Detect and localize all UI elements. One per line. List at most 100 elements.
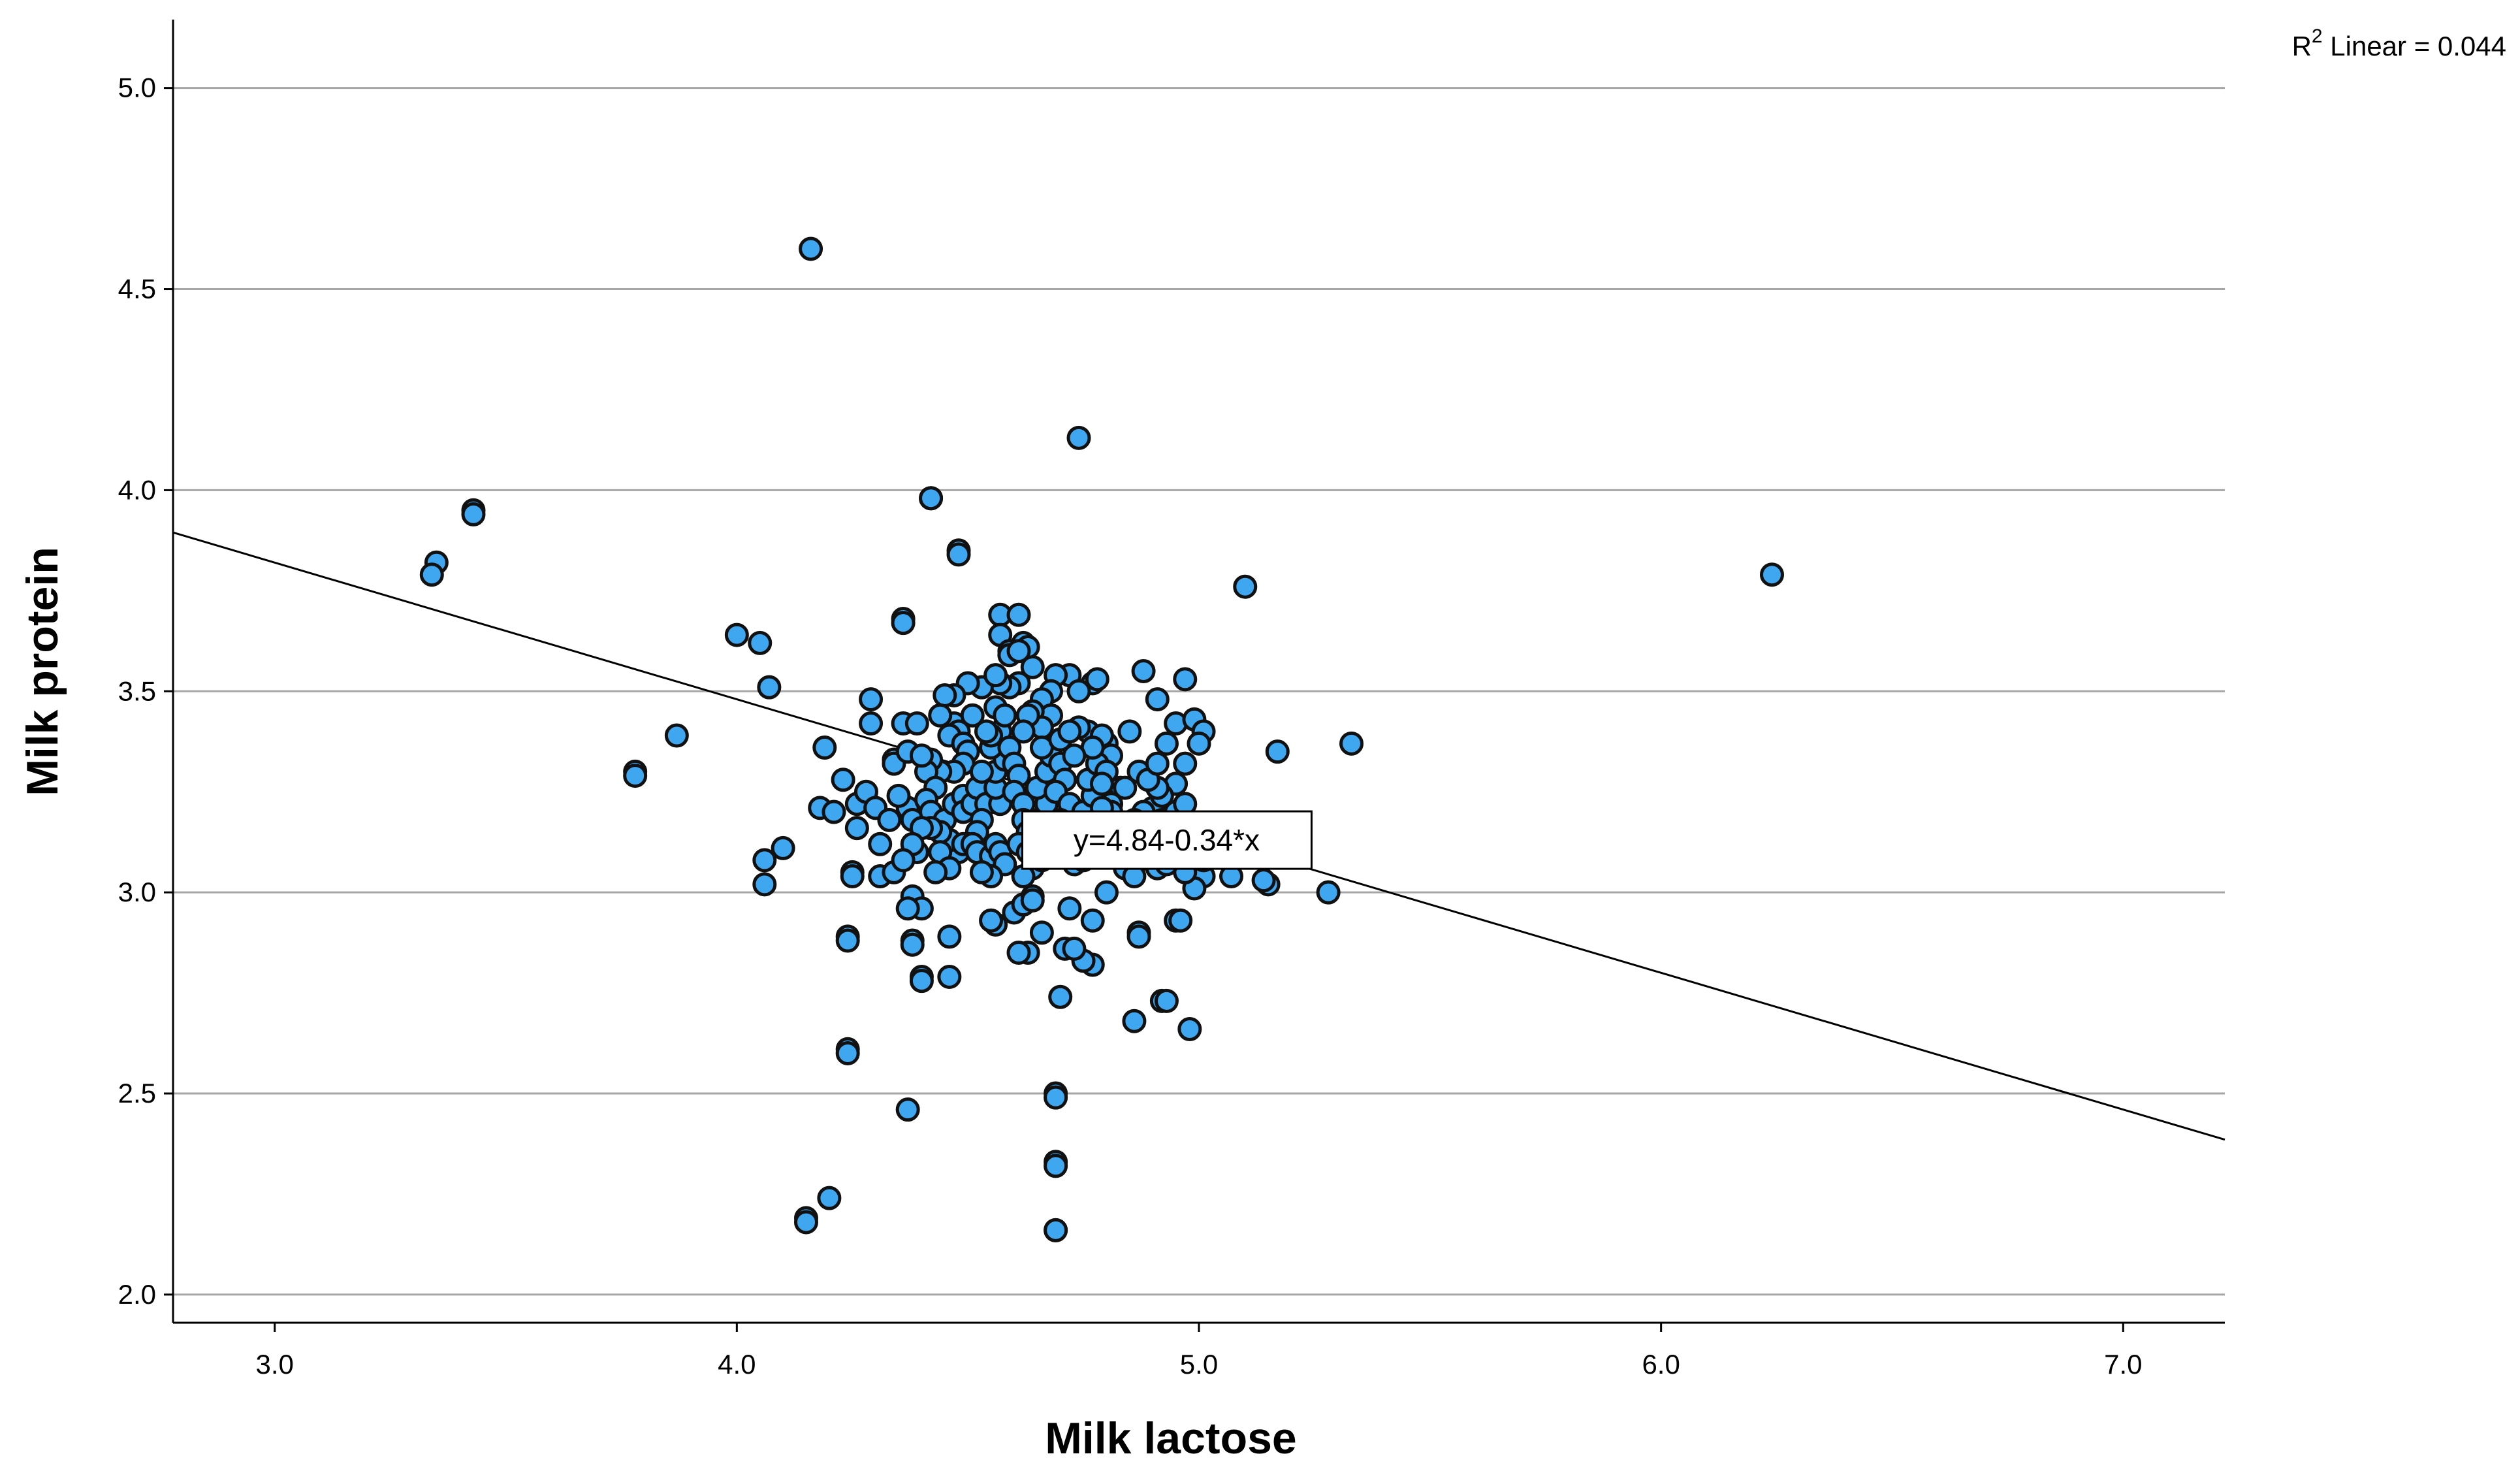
data-point xyxy=(840,864,865,889)
data-point xyxy=(895,1097,920,1122)
y-tick-label: 3.0 xyxy=(118,877,156,907)
data-point xyxy=(933,683,957,707)
x-axis-title: Milk lactose xyxy=(1045,1414,1297,1463)
data-point xyxy=(748,630,773,655)
data-point xyxy=(1233,574,1258,599)
data-point xyxy=(909,743,934,768)
y-tick-label: 3.5 xyxy=(118,675,156,706)
data-point xyxy=(1759,562,1784,587)
x-tick-label: 6.0 xyxy=(1642,1349,1680,1380)
data-point xyxy=(1265,739,1290,764)
points-layer xyxy=(419,236,1784,1242)
r-squared-value: Linear = 0.044 xyxy=(2323,31,2506,61)
data-point xyxy=(1154,731,1179,756)
grid-layer xyxy=(173,87,2225,1296)
data-point xyxy=(904,711,929,736)
data-point xyxy=(1177,1017,1202,1042)
data-point xyxy=(1113,775,1138,800)
data-point xyxy=(835,1041,860,1065)
data-point xyxy=(664,723,689,748)
data-point xyxy=(983,663,1008,688)
data-point xyxy=(1145,751,1170,776)
data-point xyxy=(1044,1154,1068,1178)
data-point xyxy=(1062,743,1087,768)
data-point xyxy=(1044,1085,1068,1110)
data-point xyxy=(831,768,855,792)
r-squared-label: R2 Linear = 0.044 xyxy=(2292,25,2506,61)
data-point xyxy=(1057,719,1082,744)
data-point xyxy=(835,928,860,953)
data-point xyxy=(868,832,893,856)
data-point xyxy=(1145,687,1170,712)
data-point xyxy=(771,835,795,860)
data-point xyxy=(1131,659,1156,683)
equation-label: y=4.84-0.34*x xyxy=(1021,810,1313,870)
data-point xyxy=(1066,425,1091,450)
data-point xyxy=(757,675,782,700)
data-point xyxy=(1122,1009,1147,1033)
axis-layer xyxy=(164,20,2225,1332)
data-point xyxy=(1085,667,1109,692)
data-point xyxy=(979,908,1004,933)
data-point xyxy=(844,816,869,841)
data-point xyxy=(1044,1218,1068,1242)
x-tick-label: 4.0 xyxy=(718,1349,756,1380)
data-point xyxy=(1316,880,1341,905)
data-point xyxy=(799,236,823,261)
data-point xyxy=(1020,888,1045,913)
data-point xyxy=(461,502,486,526)
data-point xyxy=(793,1210,818,1235)
r-squared-superscript: 2 xyxy=(2312,25,2323,47)
x-tick-label: 5.0 xyxy=(1180,1349,1218,1380)
data-point xyxy=(859,687,884,712)
data-point xyxy=(1173,751,1198,776)
data-point xyxy=(969,759,994,784)
data-point xyxy=(1066,679,1091,703)
data-point xyxy=(812,735,837,760)
x-tick-label: 7.0 xyxy=(2104,1349,2142,1380)
data-point xyxy=(886,783,911,808)
data-point xyxy=(1029,920,1054,945)
data-point xyxy=(900,932,925,957)
data-point xyxy=(419,562,444,587)
y-tick-label: 2.5 xyxy=(118,1078,156,1108)
data-point xyxy=(1089,771,1114,796)
data-point xyxy=(974,719,998,744)
y-tick-label: 5.0 xyxy=(118,73,156,103)
data-point xyxy=(817,1186,842,1210)
data-point xyxy=(1080,908,1105,933)
data-point xyxy=(909,969,934,994)
data-point xyxy=(1062,936,1087,961)
data-point xyxy=(891,611,916,636)
data-point xyxy=(1339,731,1364,756)
x-tick-label: 3.0 xyxy=(255,1349,293,1380)
data-point xyxy=(1251,868,1276,893)
data-point xyxy=(923,860,948,884)
data-point xyxy=(877,807,902,832)
data-point xyxy=(752,872,777,897)
data-point xyxy=(1126,924,1151,949)
data-point xyxy=(1173,667,1198,692)
y-axis-title: Milk protein xyxy=(18,547,67,796)
data-point xyxy=(1154,988,1179,1013)
r-squared-prefix: R xyxy=(2292,31,2312,61)
label-layer: 2.0 2.5 3.0 3.5 4.0 4.5 5.0 3.0 4.0 5.0 6.0 7.0 xyxy=(118,73,2143,1380)
data-point xyxy=(1048,984,1073,1009)
y-tick-label: 4.0 xyxy=(118,474,156,505)
data-point xyxy=(623,764,648,788)
data-point xyxy=(895,896,920,921)
data-point xyxy=(724,622,749,647)
data-point xyxy=(752,848,777,873)
data-point xyxy=(928,703,953,728)
data-point xyxy=(859,711,884,736)
y-tick-label: 2.0 xyxy=(118,1279,156,1310)
data-point xyxy=(891,848,916,873)
data-point xyxy=(1117,719,1142,744)
data-point xyxy=(1006,602,1031,627)
data-point xyxy=(937,924,962,949)
data-point xyxy=(969,860,994,884)
data-point xyxy=(960,703,985,728)
y-tick-label: 4.5 xyxy=(118,274,156,304)
